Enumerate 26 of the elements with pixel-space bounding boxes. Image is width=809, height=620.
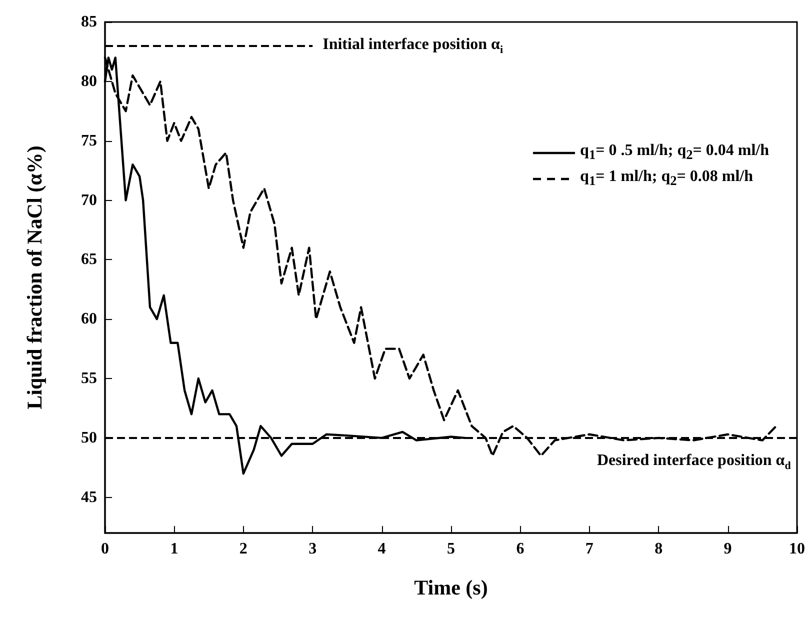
y-tick-label: 85 [81, 14, 97, 30]
x-tick-label: 2 [239, 540, 248, 558]
y-tick-label: 60 [81, 310, 97, 328]
y-tick-label: 75 [81, 132, 97, 150]
y-tick-label: 80 [81, 72, 97, 90]
x-tick-label: 5 [447, 540, 455, 558]
ref-line-label: Initial interface position α$_{i}$ [322, 36, 504, 58]
y-tick-label: 45 [81, 488, 97, 506]
y-axis-title: Liquid fraction of NaCl (α%) [22, 146, 46, 410]
x-tick-label: 7 [585, 540, 594, 558]
x-tick-label: 9 [724, 540, 732, 558]
x-tick-label: 1 [170, 540, 178, 558]
x-tick-label: 3 [308, 540, 317, 558]
legend-label: q$_{1}$= 0 .5 ml/h; q$_{2}$= 0.04 ml/h [580, 142, 769, 164]
x-tick-label: 0 [101, 540, 109, 558]
x-tick-label: 10 [789, 540, 805, 558]
y-tick-label: 70 [81, 192, 97, 209]
x-tick-label: 6 [516, 540, 524, 558]
y-tick-label: 55 [81, 370, 97, 388]
y-tick-label: 50 [81, 429, 97, 446]
x-tick-label: 8 [654, 540, 663, 558]
x-axis-title: Time (s) [414, 576, 488, 600]
y-tick-label: 65 [81, 251, 97, 268]
ref-line-label: Desired interface position α$_{d}$ [597, 452, 791, 474]
x-tick-label: 4 [378, 540, 386, 558]
legend-label: q$_{1}$= 1 ml/h; q$_{2}$= 0.08 ml/h [580, 168, 753, 190]
